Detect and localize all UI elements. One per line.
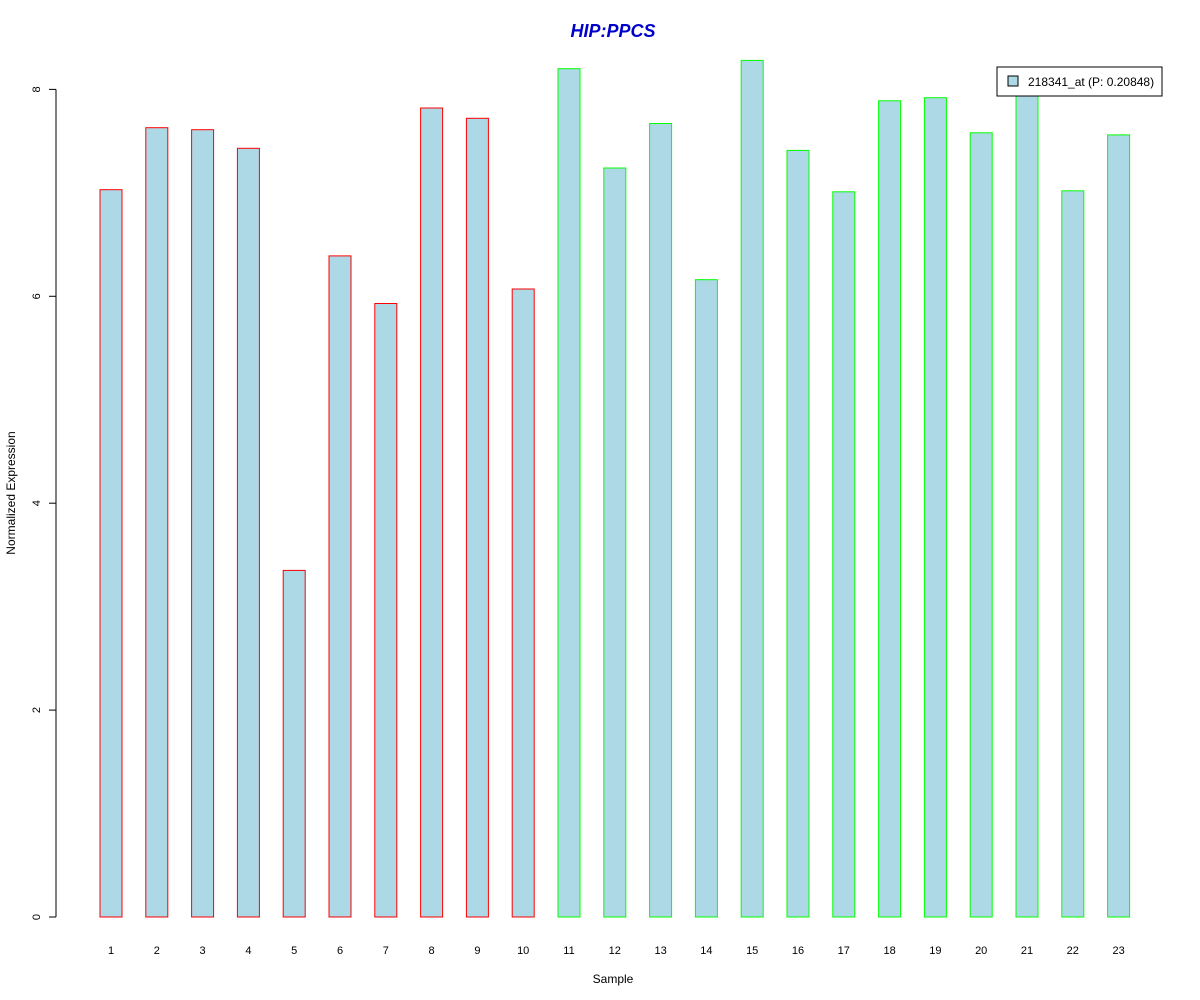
legend-swatch [1007, 75, 1019, 87]
x-axis-title: Sample [593, 972, 634, 986]
y-tick-label: 8 [31, 86, 43, 92]
x-tick-label: 1 [108, 945, 114, 957]
x-tick-label: 6 [337, 945, 343, 957]
y-tick-label: 6 [31, 293, 43, 299]
bar-sample-10 [511, 288, 535, 918]
bar-sample-2 [145, 127, 169, 918]
y-axis-title: Normalized Expression [4, 431, 18, 554]
bar-sample-9 [465, 117, 489, 918]
chart-title: HIP:PPCS [570, 21, 655, 41]
x-tick-label: 8 [429, 945, 435, 957]
legend-box [996, 66, 1163, 97]
x-tick-label: 10 [517, 945, 529, 957]
x-tick-label: 11 [563, 945, 574, 957]
x-tick-label: 17 [838, 945, 850, 957]
bar-sample-11 [557, 68, 581, 918]
bar-sample-1 [99, 189, 123, 918]
x-axis-labels: 1 2 3 4 5 6 7 8 9 10 11 12 13 14 15 16 17 18 19 20 21 22 23 [108, 945, 1125, 957]
y-tick-label: 4 [31, 500, 43, 506]
x-tick-label: 15 [746, 945, 758, 957]
x-tick-label: 20 [975, 945, 987, 957]
x-tick-label: 13 [654, 945, 666, 957]
bar-sample-8 [420, 107, 444, 918]
x-tick-label: 12 [609, 945, 621, 957]
x-tick-label: 14 [700, 945, 712, 957]
x-tick-label: 16 [792, 945, 804, 957]
bar-sample-12 [603, 167, 627, 918]
bar-sample-20 [969, 132, 993, 918]
x-tick-label: 4 [245, 945, 251, 957]
bar-sample-23 [1107, 134, 1131, 918]
bar-sample-18 [878, 100, 902, 918]
bar-sample-15 [740, 59, 764, 918]
bar-sample-7 [374, 303, 398, 918]
x-tick-label: 18 [883, 945, 895, 957]
y-tick-label: 2 [31, 707, 43, 713]
bar-sample-22 [1061, 190, 1085, 918]
x-tick-label: 9 [474, 945, 480, 957]
x-tick-label: 2 [154, 945, 160, 957]
x-tick-label: 22 [1067, 945, 1079, 957]
bar-sample-16 [786, 149, 810, 918]
bars-group [99, 59, 1131, 918]
bar-sample-5 [282, 569, 306, 918]
bar-sample-17 [832, 191, 856, 918]
bar-sample-13 [649, 123, 673, 918]
y-axis: 0 2 4 6 8 [31, 86, 57, 920]
bar-sample-6 [328, 255, 352, 918]
legend-label: 218341_at (P: 0.20848) [1028, 75, 1154, 89]
bar-sample-3 [191, 129, 215, 918]
bar-sample-4 [236, 147, 260, 918]
bar-sample-21 [1015, 92, 1039, 918]
x-tick-label: 21 [1021, 945, 1033, 957]
x-tick-label: 7 [383, 945, 389, 957]
x-tick-label: 3 [200, 945, 206, 957]
bar-sample-14 [694, 279, 718, 918]
bar-sample-19 [923, 97, 947, 918]
legend: 218341_at (P: 0.20848) [996, 66, 1163, 97]
x-tick-label: 23 [1112, 945, 1124, 957]
x-tick-label: 5 [291, 945, 297, 957]
x-tick-label: 19 [929, 945, 941, 957]
y-tick-label: 0 [31, 914, 43, 920]
